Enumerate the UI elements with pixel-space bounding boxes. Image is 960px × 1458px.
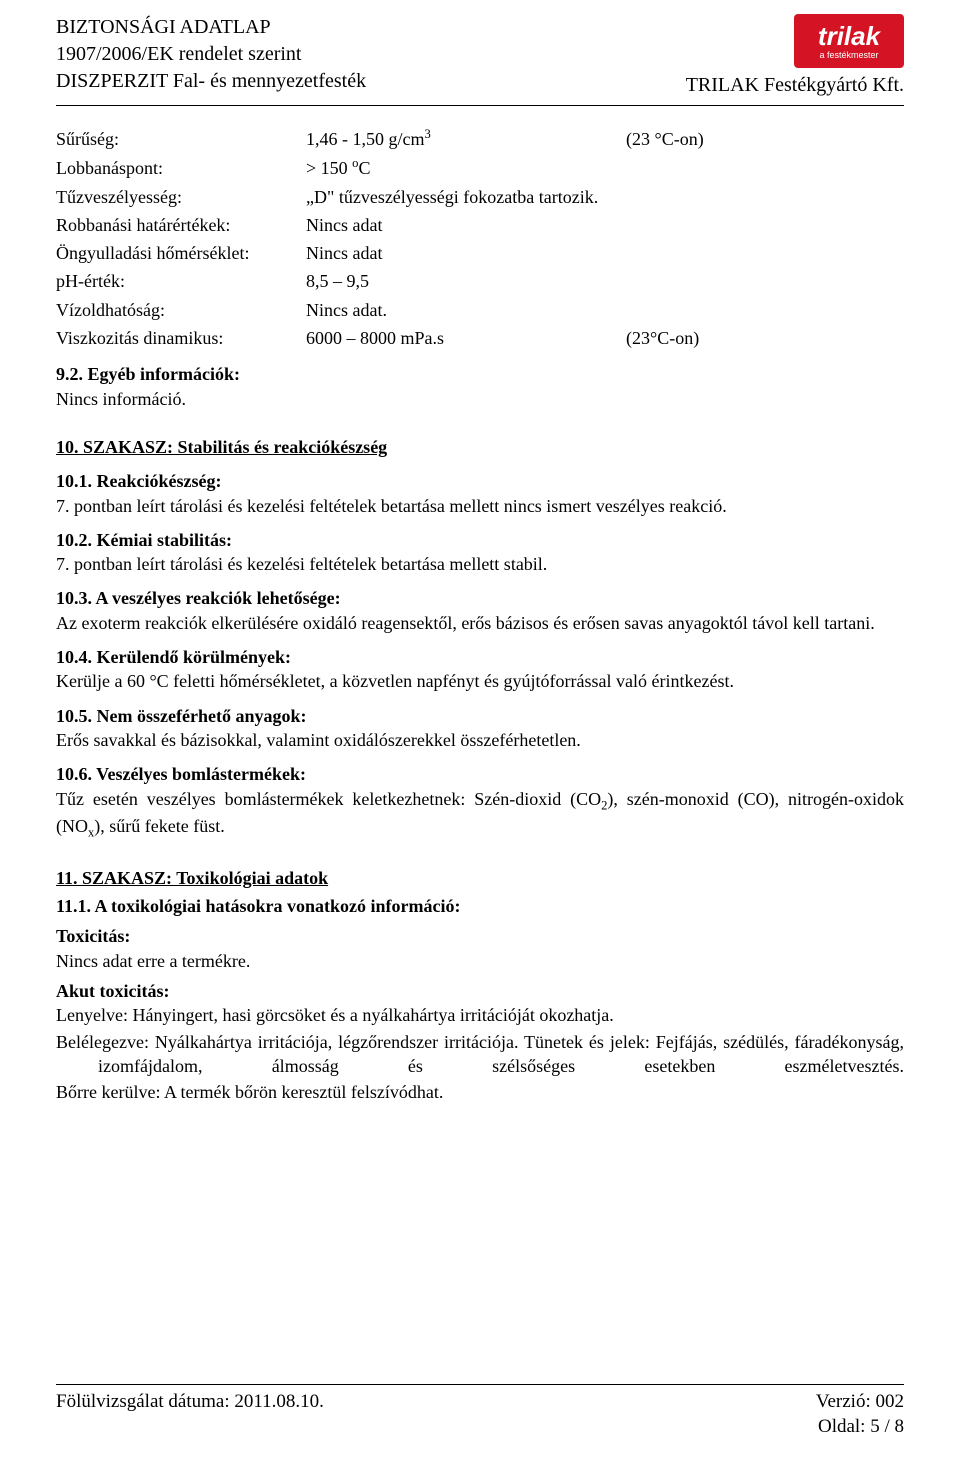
property-label: Lobbanáspont: — [56, 153, 306, 182]
section-10-6-body: Tűz esetén veszélyes bomlástermékek kele… — [56, 787, 904, 842]
property-extra: (23 °C-on) — [626, 124, 704, 153]
trilak-logo: trilak a festékmester — [794, 14, 904, 68]
property-value: 6000 – 8000 mPa.s — [306, 324, 626, 352]
property-extra — [626, 239, 704, 267]
acute-toxicity-label: Akut toxicitás: — [56, 979, 904, 1003]
acute-route: Bőrre kerülve: — [56, 1082, 160, 1102]
doc-regulation: 1907/2006/EK rendelet szerint — [56, 41, 366, 68]
footer-revision-date: Fölülvizsgálat dátuma: 2011.08.10. — [56, 1389, 324, 1440]
toxicity-label: Toxicitás: — [56, 924, 904, 948]
section-10-title: 10. SZAKASZ: Stabilitás és reakciókészsé… — [56, 435, 904, 459]
section-10-4-title: 10.4. Kerülendő körülmények: — [56, 645, 904, 669]
property-label: Vízoldhatóság: — [56, 296, 306, 324]
section-10-1-title: 10.1. Reakciókészség: — [56, 469, 904, 493]
property-row: Viszkozitás dinamikus:6000 – 8000 mPa.s(… — [56, 324, 704, 352]
section-10-6-title: 10.6. Veszélyes bomlástermékek: — [56, 762, 904, 786]
property-extra — [626, 183, 704, 211]
property-label: Öngyulladási hőmérséklet: — [56, 239, 306, 267]
page-footer: Fölülvizsgálat dátuma: 2011.08.10. Verzi… — [56, 1372, 904, 1440]
property-row: Robbanási határértékek:Nincs adat — [56, 211, 704, 239]
section-11-title: 11. SZAKASZ: Toxikológiai adatok — [56, 866, 904, 890]
property-row: Öngyulladási hőmérséklet:Nincs adat — [56, 239, 704, 267]
section-9-2-body: Nincs információ. — [56, 387, 904, 411]
logo-tagline: a festékmester — [819, 51, 878, 60]
property-extra — [626, 153, 704, 182]
section-10: 10. SZAKASZ: Stabilitás és reakciókészsé… — [56, 435, 904, 842]
section-10-5-body: Erős savakkal és bázisokkal, valamint ox… — [56, 728, 904, 752]
property-label: Robbanási határértékek: — [56, 211, 306, 239]
property-value: Nincs adat — [306, 211, 626, 239]
section-11: 11. SZAKASZ: Toxikológiai adatok 11.1. A… — [56, 866, 904, 1105]
section-11-1-title: 11.1. A toxikológiai hatásokra vonatkozó… — [56, 894, 904, 918]
property-value: 8,5 – 9,5 — [306, 267, 626, 295]
product-name: DISZPERZIT Fal- és mennyezetfesték — [56, 68, 366, 95]
section-10-2: 10.2. Kémiai stabilitás: 7. pontban leír… — [56, 528, 904, 577]
property-extra — [626, 211, 704, 239]
section-10-3-title: 10.3. A veszélyes reakciók lehetősége: — [56, 586, 904, 610]
property-row: Tűzveszélyesség:„D" tűzveszélyességi fok… — [56, 183, 704, 211]
section-9-2-title: 9.2. Egyéb információk: — [56, 362, 904, 386]
property-row: Vízoldhatóság:Nincs adat. — [56, 296, 704, 324]
section-10-4: 10.4. Kerülendő körülmények: Kerülje a 6… — [56, 645, 904, 694]
section-10-1-body: 7. pontban leírt tárolási és kezelési fe… — [56, 494, 904, 518]
section-10-6: 10.6. Veszélyes bomlástermékek: Tűz eset… — [56, 762, 904, 841]
section-10-4-body: Kerülje a 60 °C feletti hőmérsékletet, a… — [56, 669, 904, 693]
acute-toxicity-item: Lenyelve: Hányingert, hasi görcsöket és … — [56, 1003, 904, 1027]
header-right: trilak a festékmester TRILAK Festékgyárt… — [686, 14, 904, 99]
section-9-2: 9.2. Egyéb információk: Nincs információ… — [56, 362, 904, 411]
properties-table: Sűrűség:1,46 - 1,50 g/cm3(23 °C-on)Lobba… — [56, 124, 704, 352]
acute-toxicity-item: Belélegezve: Nyálkahártya irritációja, l… — [98, 1030, 904, 1079]
property-value: Nincs adat — [306, 239, 626, 267]
logo-brand: trilak — [818, 23, 880, 49]
header-rule — [56, 105, 904, 106]
footer-rule — [56, 1384, 904, 1385]
acute-route: Lenyelve: — [56, 1005, 128, 1025]
section-10-3: 10.3. A veszélyes reakciók lehetősége: A… — [56, 586, 904, 635]
property-label: Tűzveszélyesség: — [56, 183, 306, 211]
section-10-2-body: 7. pontban leírt tárolási és kezelési fe… — [56, 552, 904, 576]
acute-route: Belélegezve: — [56, 1032, 149, 1052]
property-label: pH-érték: — [56, 267, 306, 295]
property-extra: (23°C-on) — [626, 324, 704, 352]
property-value: „D" tűzveszélyességi fokozatba tartozik. — [306, 183, 626, 211]
page-header: BIZTONSÁGI ADATLAP 1907/2006/EK rendelet… — [56, 14, 904, 99]
acute-toxicity-list: Lenyelve: Hányingert, hasi görcsöket és … — [56, 1003, 904, 1104]
section-10-3-body: Az exoterm reakciók elkerülésére oxidáló… — [56, 611, 904, 635]
doc-title: BIZTONSÁGI ADATLAP — [56, 14, 366, 41]
property-value: Nincs adat. — [306, 296, 626, 324]
footer-version: Verzió: 002 — [816, 1389, 904, 1415]
property-value: > 150 oC — [306, 153, 626, 182]
section-10-5: 10.5. Nem összeférhető anyagok: Erős sav… — [56, 704, 904, 753]
acute-toxicity-item: Bőrre kerülve: A termék bőrön keresztül … — [56, 1080, 904, 1104]
section-10-1: 10.1. Reakciókészség: 7. pontban leírt t… — [56, 469, 904, 518]
page: BIZTONSÁGI ADATLAP 1907/2006/EK rendelet… — [0, 0, 960, 1458]
company-name: TRILAK Festékgyártó Kft. — [686, 72, 904, 99]
header-left: BIZTONSÁGI ADATLAP 1907/2006/EK rendelet… — [56, 14, 366, 95]
footer-page: Oldal: 5 / 8 — [816, 1414, 904, 1440]
section-10-5-title: 10.5. Nem összeférhető anyagok: — [56, 704, 904, 728]
property-value: 1,46 - 1,50 g/cm3 — [306, 124, 626, 153]
property-label: Viszkozitás dinamikus: — [56, 324, 306, 352]
property-row: Sűrűség:1,46 - 1,50 g/cm3(23 °C-on) — [56, 124, 704, 153]
property-row: Lobbanáspont:> 150 oC — [56, 153, 704, 182]
property-label: Sűrűség: — [56, 124, 306, 153]
toxicity-body: Nincs adat erre a termékre. — [56, 949, 904, 973]
property-extra — [626, 267, 704, 295]
section-10-2-title: 10.2. Kémiai stabilitás: — [56, 528, 904, 552]
property-row: pH-érték:8,5 – 9,5 — [56, 267, 704, 295]
property-extra — [626, 296, 704, 324]
